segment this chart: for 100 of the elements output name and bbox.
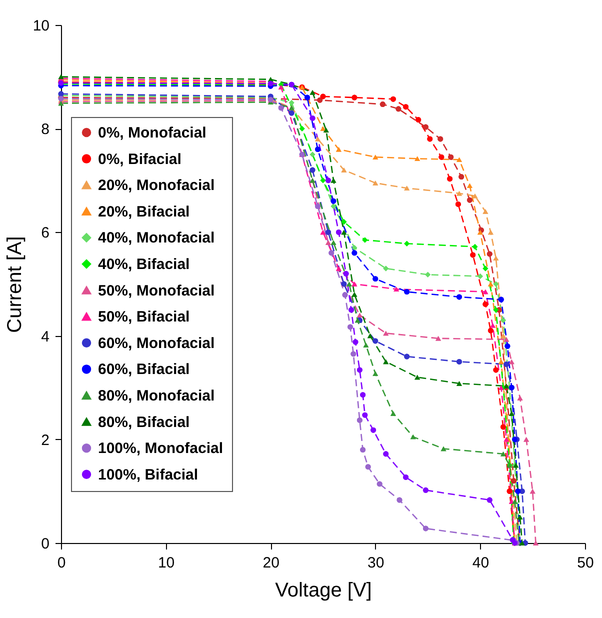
y-tick-label: 8 xyxy=(41,121,50,138)
point xyxy=(508,359,514,364)
point xyxy=(341,230,347,235)
point xyxy=(372,180,378,186)
point xyxy=(310,167,316,173)
legend-label: 40%, Monofacial xyxy=(98,230,215,247)
point xyxy=(383,451,389,457)
x-axis-title: Voltage [V] xyxy=(275,580,372,602)
point xyxy=(436,336,442,341)
point xyxy=(530,488,536,494)
y-tick-label: 6 xyxy=(41,224,50,242)
x-tick-label: 0 xyxy=(57,554,66,572)
point xyxy=(404,354,410,360)
point xyxy=(524,437,530,442)
point xyxy=(482,209,488,214)
point xyxy=(383,330,389,336)
point xyxy=(315,146,320,152)
point xyxy=(440,446,446,452)
point xyxy=(360,447,366,452)
point xyxy=(310,116,316,121)
point xyxy=(404,289,410,295)
point xyxy=(315,136,320,142)
point xyxy=(352,245,358,250)
point xyxy=(416,117,422,123)
point xyxy=(372,371,378,376)
point xyxy=(500,333,506,338)
point xyxy=(448,154,454,160)
y-axis-title: Current [A] xyxy=(4,236,26,333)
point xyxy=(477,230,483,235)
x-tick-label: 40 xyxy=(472,554,490,572)
point xyxy=(456,294,462,300)
point xyxy=(350,351,356,357)
legend-label: 40%, Bifacial xyxy=(98,256,190,273)
point xyxy=(410,434,416,440)
point xyxy=(343,270,349,276)
point xyxy=(493,307,499,313)
point xyxy=(396,106,402,112)
point xyxy=(510,478,516,484)
x-tick-label: 50 xyxy=(577,554,594,572)
point xyxy=(422,487,428,493)
legend-label: 0%, Bifacial xyxy=(98,150,182,168)
legend-label: 100%, Bifacial xyxy=(98,466,198,484)
point xyxy=(288,100,294,106)
point xyxy=(493,367,499,373)
point xyxy=(422,526,428,532)
point xyxy=(326,229,331,235)
x-tick-label: 30 xyxy=(368,554,384,572)
point xyxy=(438,154,444,160)
point xyxy=(336,229,342,235)
point xyxy=(320,178,326,184)
point xyxy=(396,497,402,503)
point xyxy=(356,312,362,318)
point xyxy=(447,176,453,182)
point xyxy=(326,178,331,184)
point xyxy=(299,126,305,132)
point xyxy=(500,424,506,430)
point xyxy=(336,266,342,271)
x-tick-label: 10 xyxy=(158,554,175,572)
point xyxy=(508,411,514,416)
point xyxy=(482,301,488,307)
point xyxy=(330,240,336,245)
point xyxy=(326,240,331,245)
point xyxy=(278,105,284,111)
point xyxy=(365,464,371,470)
point xyxy=(370,427,376,433)
point xyxy=(317,97,323,103)
y-tick-label: 2 xyxy=(41,432,50,449)
point xyxy=(427,136,433,142)
point xyxy=(455,201,461,207)
y-tick-label: 10 xyxy=(32,18,50,34)
point xyxy=(456,358,462,364)
point xyxy=(390,411,396,416)
point xyxy=(352,250,358,256)
legend-label: 20%, Bifacial xyxy=(98,203,190,220)
point xyxy=(490,323,496,328)
point xyxy=(372,154,378,160)
point xyxy=(488,328,494,334)
point xyxy=(403,104,409,110)
point xyxy=(504,337,510,342)
point xyxy=(390,96,396,102)
point xyxy=(367,333,373,338)
point xyxy=(517,396,523,400)
legend-label: 50%, Bifacial xyxy=(98,308,190,326)
point xyxy=(498,296,504,302)
point xyxy=(486,497,492,503)
point xyxy=(376,481,382,487)
point xyxy=(488,230,494,235)
point xyxy=(517,514,523,520)
legend-label: 0%, Monofacial xyxy=(98,124,206,142)
point xyxy=(328,250,334,256)
point xyxy=(352,94,358,100)
point xyxy=(456,190,462,196)
point xyxy=(315,204,320,210)
point xyxy=(456,381,462,386)
point xyxy=(458,174,464,180)
point xyxy=(372,338,378,344)
point xyxy=(498,385,504,390)
legend-label: 50%, Monofacial xyxy=(98,282,215,300)
point xyxy=(348,324,353,330)
point xyxy=(362,412,368,418)
